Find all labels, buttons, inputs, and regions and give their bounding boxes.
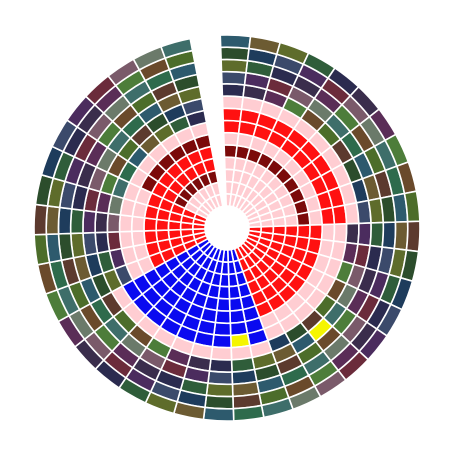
wheel-cell <box>210 346 233 361</box>
wheel-cell <box>271 216 287 228</box>
wheel-cell <box>155 229 171 243</box>
wheel-cell <box>405 220 421 253</box>
wheel-cell <box>130 215 146 233</box>
wheel-cell <box>211 333 232 349</box>
wheel-cell <box>94 211 109 234</box>
wheel-cell <box>69 208 85 235</box>
wheel-cell <box>222 119 241 135</box>
wheel-cell <box>118 214 134 233</box>
wheel-cell <box>295 211 311 227</box>
wheel-cell <box>202 406 235 422</box>
wheel-cell <box>228 284 242 300</box>
wheel-cell <box>283 213 299 227</box>
wheel-cell <box>106 212 122 233</box>
wheel-cell <box>393 220 409 251</box>
wheel-cell <box>357 222 372 247</box>
wheel-cell <box>227 272 239 288</box>
wheel-cell <box>33 233 51 266</box>
wheel-cell <box>213 321 232 337</box>
wheel-cell <box>220 70 247 86</box>
wheel-cell <box>219 46 250 62</box>
wheel-cell <box>403 190 421 223</box>
wheel-cell <box>214 309 232 325</box>
wheel-cell <box>220 58 249 74</box>
wheel-cell <box>369 221 385 248</box>
wheel-cell <box>82 209 97 234</box>
wheel-cell <box>205 382 234 398</box>
wheel-cell <box>207 370 234 386</box>
wheel-cell <box>143 229 159 245</box>
wheel-cell <box>45 205 61 236</box>
wheel-cell <box>222 131 240 147</box>
wheel-cell <box>167 228 183 240</box>
wheel-cell <box>332 223 348 244</box>
wheel-cell <box>381 221 397 250</box>
wheel-cell <box>219 34 252 50</box>
wheel-cell <box>57 206 73 235</box>
wheel-cell <box>221 83 246 98</box>
wheel-cell <box>204 394 235 410</box>
wheel-cell <box>320 223 336 242</box>
wheel-cell <box>232 404 265 422</box>
wheel-cell <box>33 203 49 236</box>
wheel-cell <box>228 296 244 312</box>
wheel-cell <box>160 37 194 59</box>
wheel-cell <box>208 358 233 373</box>
wheel-cell <box>222 107 243 123</box>
wheel-cell <box>308 223 324 241</box>
wheel-cell <box>221 95 244 110</box>
wheel-cell <box>345 222 360 245</box>
